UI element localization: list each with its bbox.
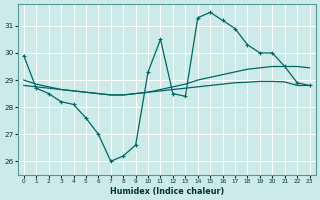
X-axis label: Humidex (Indice chaleur): Humidex (Indice chaleur) <box>109 187 224 196</box>
